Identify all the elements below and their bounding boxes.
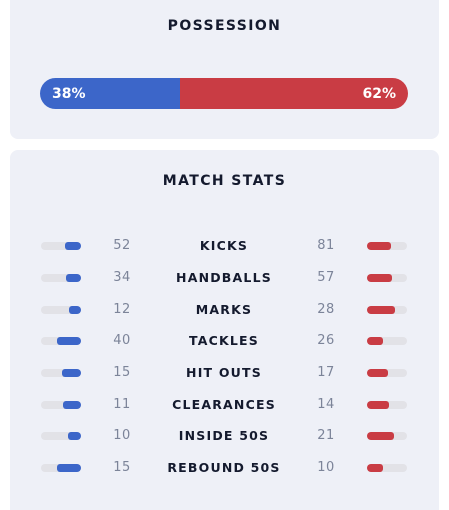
possession-away-segment: 62% <box>179 78 408 109</box>
home-stat-bar-fill <box>62 369 81 377</box>
home-stat-bar-fill <box>66 274 81 282</box>
away-stat-bar <box>367 306 407 314</box>
stat-label: REBOUND 50S <box>167 460 281 475</box>
home-stat-bar-fill <box>57 464 81 472</box>
away-stat-bar-fill <box>367 306 395 314</box>
possession-away-label: 62% <box>362 85 396 102</box>
away-stat-value: 26 <box>317 333 335 348</box>
home-stat-value: 11 <box>113 397 131 412</box>
away-stat-bar-fill <box>367 242 392 250</box>
away-stat-bar <box>367 337 407 345</box>
away-stat-value: 28 <box>317 302 335 317</box>
away-stat-bar-fill <box>367 464 383 472</box>
home-stat-bar-fill <box>63 401 81 409</box>
home-stat-bar <box>41 274 81 282</box>
away-stat-bar-fill <box>367 274 393 282</box>
away-stat-value: 81 <box>317 238 335 253</box>
home-stat-bar-fill <box>69 306 81 314</box>
possession-bar: 38% 62% <box>40 78 408 109</box>
home-stat-bar <box>41 242 81 250</box>
stat-row: 11 CLEARANCES 14 <box>10 395 439 415</box>
away-stat-bar-fill <box>367 369 389 377</box>
stat-label: KICKS <box>199 238 249 253</box>
possession-title: POSSESSION <box>167 18 282 34</box>
away-stat-value: 14 <box>317 397 335 412</box>
home-stat-value: 52 <box>113 238 131 253</box>
possession-home-segment: 38% <box>40 78 180 109</box>
match-stats-title: MATCH STATS <box>162 173 287 189</box>
home-stat-bar <box>41 306 81 314</box>
stat-row: 52 KICKS 81 <box>10 236 439 256</box>
away-stat-bar-fill <box>367 432 395 440</box>
stat-label: HIT OUTS <box>186 365 262 380</box>
home-stat-value: 34 <box>113 270 131 285</box>
home-stat-bar <box>41 432 81 440</box>
home-stat-bar-fill <box>68 432 81 440</box>
away-stat-bar-fill <box>367 337 383 345</box>
stat-row: 10 INSIDE 50S 21 <box>10 426 439 446</box>
possession-home-label: 38% <box>52 85 86 102</box>
away-stat-bar <box>367 274 407 282</box>
stat-row: 34 HANDBALLS 57 <box>10 268 439 288</box>
home-stat-bar <box>41 464 81 472</box>
home-stat-bar <box>41 369 81 377</box>
home-stat-value: 10 <box>113 428 131 443</box>
away-stat-bar-fill <box>367 401 390 409</box>
stat-row: 40 TACKLES 26 <box>10 331 439 351</box>
stat-label: HANDBALLS <box>176 270 272 285</box>
possession-card: POSSESSION 38% 62% <box>10 0 439 139</box>
away-stat-value: 10 <box>317 460 335 475</box>
away-stat-value: 57 <box>317 270 335 285</box>
stat-label: MARKS <box>195 302 253 317</box>
home-stat-value: 12 <box>113 302 131 317</box>
stat-label: CLEARANCES <box>172 397 276 412</box>
away-stat-value: 17 <box>317 365 335 380</box>
home-stat-value: 40 <box>113 333 131 348</box>
stat-row: 15 REBOUND 50S 10 <box>10 458 439 478</box>
stat-row: 15 HIT OUTS 17 <box>10 363 439 383</box>
away-stat-bar <box>367 242 407 250</box>
stat-label: TACKLES <box>189 333 259 348</box>
match-stats-card: MATCH STATS 52 KICKS 81 34 HANDBALLS 57 12 MARK… <box>10 150 439 510</box>
away-stat-value: 21 <box>317 428 335 443</box>
home-stat-bar-fill <box>56 337 81 345</box>
stat-row: 12 MARKS 28 <box>10 300 439 320</box>
away-stat-bar <box>367 464 407 472</box>
home-stat-value: 15 <box>113 460 131 475</box>
home-stat-bar <box>41 401 81 409</box>
home-stat-bar <box>41 337 81 345</box>
away-stat-bar <box>367 369 407 377</box>
home-stat-value: 15 <box>113 365 131 380</box>
stat-label: INSIDE 50S <box>178 428 270 443</box>
home-stat-bar-fill <box>65 242 81 250</box>
away-stat-bar <box>367 432 407 440</box>
away-stat-bar <box>367 401 407 409</box>
